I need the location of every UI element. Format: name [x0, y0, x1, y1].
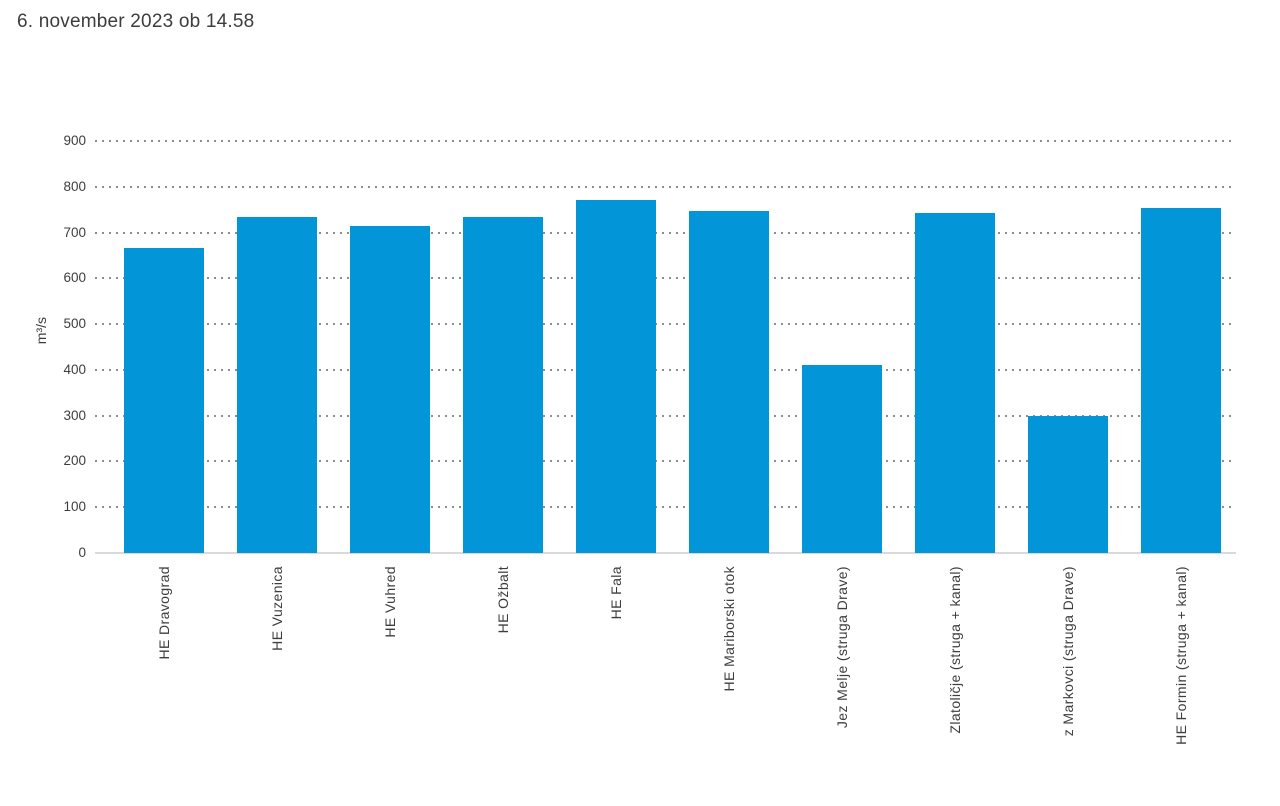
- x-tick-cell: HE Fala: [559, 566, 672, 806]
- y-tick-label: 100: [63, 499, 86, 515]
- bar[interactable]: [123, 248, 204, 553]
- x-axis-baseline: [95, 552, 1236, 554]
- bar[interactable]: [801, 365, 882, 553]
- x-tick-cell: HE Ožbalt: [446, 566, 559, 806]
- x-tick-label: z Markovci (struga Drave): [1059, 566, 1076, 737]
- bar[interactable]: [688, 211, 769, 553]
- gridline: [95, 231, 1236, 234]
- bar[interactable]: [575, 200, 656, 553]
- bar[interactable]: [1027, 416, 1108, 553]
- x-tick-cell: HE Mariborski otok: [672, 566, 785, 806]
- y-tick-label: 0: [78, 545, 86, 560]
- bar[interactable]: [1140, 208, 1221, 553]
- x-tick-label: HE Mariborski otok: [720, 566, 737, 692]
- x-tick-cell: Jez Melje (struga Drave): [785, 566, 898, 806]
- y-tick-label: 900: [63, 133, 86, 148]
- y-tick-label: 600: [63, 270, 86, 286]
- y-tick-label: 800: [63, 178, 86, 194]
- gridline: [95, 460, 1236, 463]
- y-tick-label: 700: [63, 224, 86, 240]
- y-tick-label: 500: [63, 316, 86, 332]
- x-tick-label: HE Vuhred: [381, 566, 398, 638]
- x-tick-cell: HE Dravograd: [107, 566, 220, 806]
- y-tick-label: 300: [63, 407, 86, 423]
- bar[interactable]: [462, 217, 543, 553]
- x-tick-label: HE Dravograd: [155, 566, 172, 660]
- gridline: [95, 140, 1236, 142]
- x-tick-cell: HE Vuhred: [333, 566, 446, 806]
- bar[interactable]: [914, 213, 995, 553]
- plot-area: 0 100 200 300 400 500 600 700 800 900 HE Dravograd…: [63, 133, 1236, 745]
- x-tick-label: Jez Melje (struga Drave): [833, 566, 850, 729]
- gridline: [95, 277, 1236, 280]
- y-tick-label: 400: [63, 361, 86, 377]
- gridline: [95, 506, 1236, 509]
- y-tick-label: 200: [63, 453, 86, 469]
- x-tick-label: HE Formin (struga + kanal): [1172, 566, 1189, 745]
- x-tick-label: HE Ožbalt: [494, 566, 511, 634]
- x-tick-label: HE Fala: [607, 566, 624, 620]
- chart-title: 6. november 2023 ob 14.58: [17, 11, 255, 32]
- bar[interactable]: [349, 226, 430, 553]
- x-tick-cell: Zlatoličje (struga + kanal): [898, 566, 1011, 806]
- x-tick-label: HE Vuzenica: [268, 566, 285, 651]
- x-tick-cell: z Markovci (struga Drave): [1011, 566, 1124, 806]
- gridline: [95, 185, 1236, 188]
- x-tick-cell: HE Vuzenica: [220, 566, 333, 806]
- bar[interactable]: [236, 217, 317, 553]
- x-tick-label: Zlatoličje (struga + kanal): [946, 566, 963, 734]
- gridline: [95, 368, 1236, 371]
- gridline: [95, 323, 1236, 326]
- gridline: [95, 414, 1236, 417]
- x-tick-cell: HE Formin (struga + kanal): [1124, 566, 1237, 806]
